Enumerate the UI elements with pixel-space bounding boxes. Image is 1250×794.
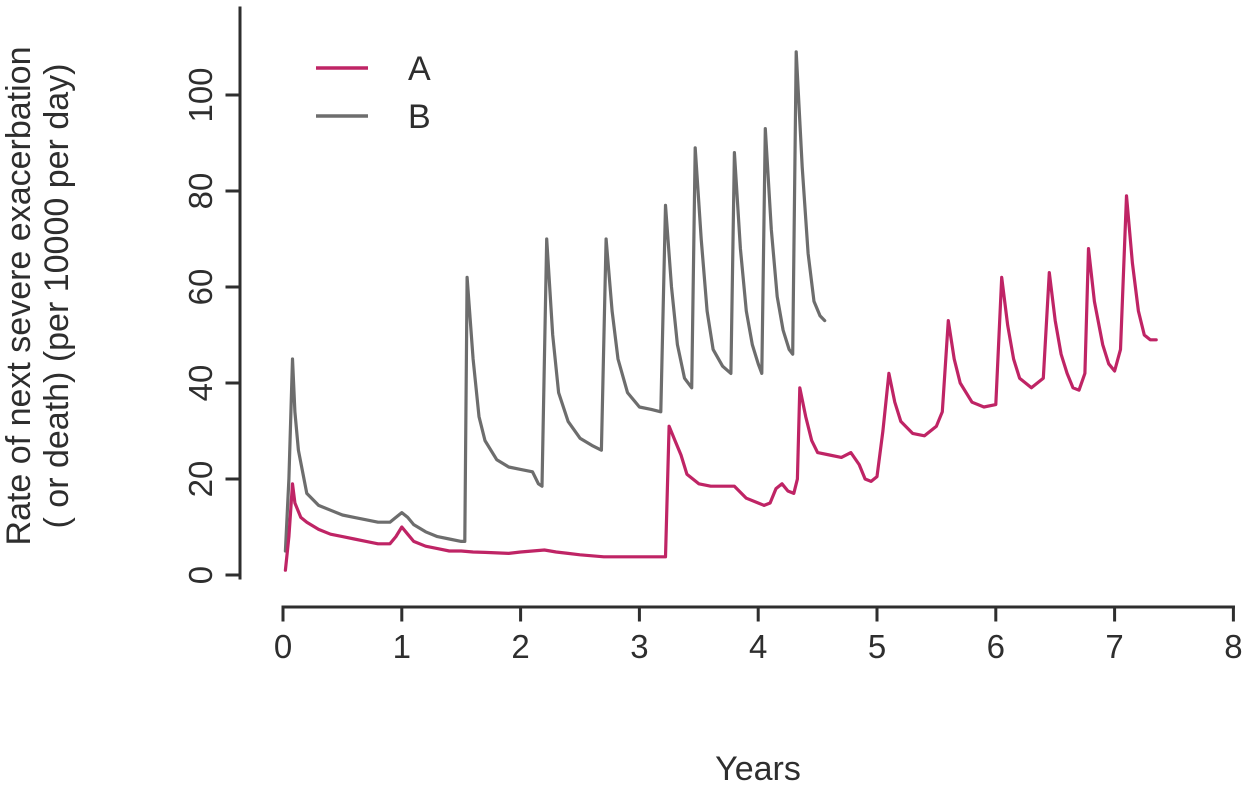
x-tick-label: 5 xyxy=(868,628,886,665)
series-line-b xyxy=(283,50,827,553)
y-axis-label-line2: ( or death) (per 10000 per day) xyxy=(38,64,76,529)
x-tick-label: 1 xyxy=(393,628,411,665)
x-tick-label: 4 xyxy=(749,628,767,665)
y-tick-label: 0 xyxy=(182,566,219,584)
y-tick-label: 80 xyxy=(182,173,219,210)
x-tick-label: 0 xyxy=(274,628,292,665)
legend-label-series-b: B xyxy=(408,98,431,136)
y-axis-label-line1: Rate of next severe exacerbation xyxy=(0,47,38,546)
y-tick-label: 100 xyxy=(182,67,219,122)
y-tick-label: 40 xyxy=(182,365,219,402)
x-tick-label: 8 xyxy=(1224,628,1242,665)
legend: A B xyxy=(316,50,431,136)
x-tick-label: 3 xyxy=(630,628,648,665)
x-tick-label: 6 xyxy=(987,628,1005,665)
axes-layer: 0 20 40 60 80 100 0 1 2 3 4 5 6 7 8 xyxy=(182,6,1243,665)
series-layer xyxy=(283,50,1158,572)
x-tick-label: 2 xyxy=(511,628,529,665)
y-tick-label: 20 xyxy=(182,461,219,498)
x-axis-label: Years xyxy=(715,750,801,788)
legend-label-series-a: A xyxy=(408,50,431,88)
series-line-a xyxy=(283,194,1158,572)
y-tick-label: 60 xyxy=(182,269,219,306)
x-tick-label: 7 xyxy=(1105,628,1123,665)
